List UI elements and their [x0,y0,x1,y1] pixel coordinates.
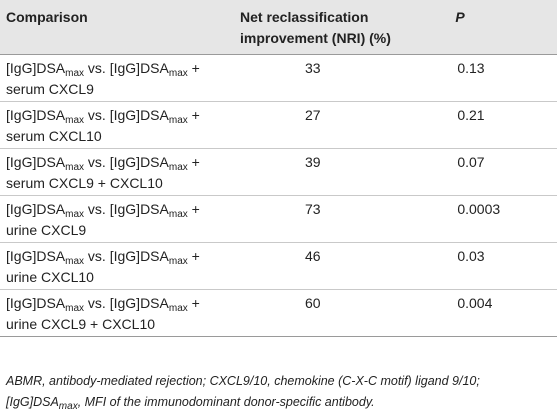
cell-comparison: [IgG]DSAmax vs. [IgG]DSAmax + urine CXCL1… [0,243,232,290]
plus-label: + [187,60,200,76]
table-row: [IgG]DSAmax vs. [IgG]DSAmax + urine CXCL9… [0,195,557,243]
dsa-subscript: max [168,256,188,267]
nri-table: Comparison Net reclassification improvem… [0,0,557,337]
cell-p: 0.07 [457,154,485,170]
cell-comparison: [IgG]DSAmax vs. [IgG]DSAmax + serum CXCL9… [0,149,232,196]
cell-comparison: [IgG]DSAmax vs. [IgG]DSAmax + serum CXCL9 [0,55,232,102]
table-row: [IgG]DSAmax vs. [IgG]DSAmax + serum CXCL9… [0,148,557,196]
biomarker-label: urine CXCL9 [6,222,87,238]
plus-label: + [187,107,200,123]
table-body: [IgG]DSAmax vs. [IgG]DSAmax + serum CXCL9… [0,54,557,337]
vs-label: vs. [84,60,110,76]
cell-nri: 46 [305,248,321,264]
biomarker-label: serum CXCL9 + CXCL10 [6,175,163,191]
dsa-subscript: max [65,68,85,79]
cell-nri: 39 [305,154,321,170]
dsa-label: [IgG]DSA [6,295,66,311]
dsa-label: [IgG]DSA [6,107,66,123]
header-nri-line2: improvement (NRI) (%) [240,30,391,46]
cell-p: 0.03 [457,248,485,264]
cell-p: 0.13 [457,60,485,76]
header-comparison: Comparison [6,9,88,25]
dsa-label: [IgG]DSA [109,60,169,76]
table-row: [IgG]DSAmax vs. [IgG]DSAmax + urine CXCL9… [0,289,557,337]
dsa-label: [IgG]DSA [109,295,169,311]
biomarker-label: serum CXCL10 [6,128,102,144]
dsa-label: [IgG]DSA [6,154,66,170]
table-header-row: Comparison Net reclassification improvem… [0,0,557,55]
table-row: [IgG]DSAmax vs. [IgG]DSAmax + serum CXCL1… [0,101,557,149]
cell-nri: 27 [305,107,321,123]
dsa-subscript: max [168,303,188,314]
plus-label: + [187,201,200,217]
vs-label: vs. [84,201,110,217]
dsa-label: [IgG]DSA [6,248,66,264]
dsa-subscript: max [65,209,85,220]
cell-nri: 73 [305,201,321,217]
dsa-subscript: max [65,256,85,267]
vs-label: vs. [84,248,110,264]
dsa-label: [IgG]DSA [6,201,66,217]
cell-p: 0.004 [457,295,493,311]
footnote-dsa-subscript: max [58,401,78,412]
footnote-dsa: [IgG]DSA [6,395,59,409]
dsa-subscript: max [65,303,85,314]
plus-label: + [187,295,200,311]
biomarker-label: serum CXCL9 [6,81,94,97]
cell-p: 0.21 [457,107,485,123]
header-nri-line1: Net reclassification [240,9,369,25]
cell-comparison: [IgG]DSAmax vs. [IgG]DSAmax + urine CXCL9… [0,290,232,337]
cell-comparison: [IgG]DSAmax vs. [IgG]DSAmax + serum CXCL1… [0,102,232,149]
dsa-label: [IgG]DSA [109,154,169,170]
dsa-subscript: max [168,68,188,79]
cell-nri: 33 [305,60,321,76]
table-row: [IgG]DSAmax vs. [IgG]DSAmax + urine CXCL1… [0,242,557,290]
header-nri: Net reclassification improvement (NRI) (… [232,0,449,55]
dsa-subscript: max [168,162,188,173]
biomarker-label: urine CXCL9 + CXCL10 [6,316,156,332]
dsa-subscript: max [168,209,188,220]
dsa-subscript: max [168,115,188,126]
plus-label: + [187,154,200,170]
dsa-label: [IgG]DSA [109,107,169,123]
dsa-subscript: max [65,115,85,126]
footnote-line2-rest: , MFI of the immunodominant donor-specif… [77,395,375,409]
plus-label: + [187,248,200,264]
cell-nri: 60 [305,295,321,311]
dsa-subscript: max [65,162,85,173]
cell-p: 0.0003 [457,201,501,217]
biomarker-label: urine CXCL10 [6,269,94,285]
footnote-line1: ABMR, antibody-mediated rejection; CXCL9… [6,374,480,388]
cell-comparison: [IgG]DSAmax vs. [IgG]DSAmax + urine CXCL9 [0,196,232,243]
vs-label: vs. [84,295,110,311]
table-row: [IgG]DSAmax vs. [IgG]DSAmax + serum CXCL9… [0,54,557,102]
dsa-label: [IgG]DSA [6,60,66,76]
dsa-label: [IgG]DSA [109,248,169,264]
dsa-label: [IgG]DSA [109,201,169,217]
header-p: P [455,9,465,25]
vs-label: vs. [84,107,110,123]
vs-label: vs. [84,154,110,170]
table-footnote: ABMR, antibody-mediated rejection; CXCL9… [6,371,554,413]
